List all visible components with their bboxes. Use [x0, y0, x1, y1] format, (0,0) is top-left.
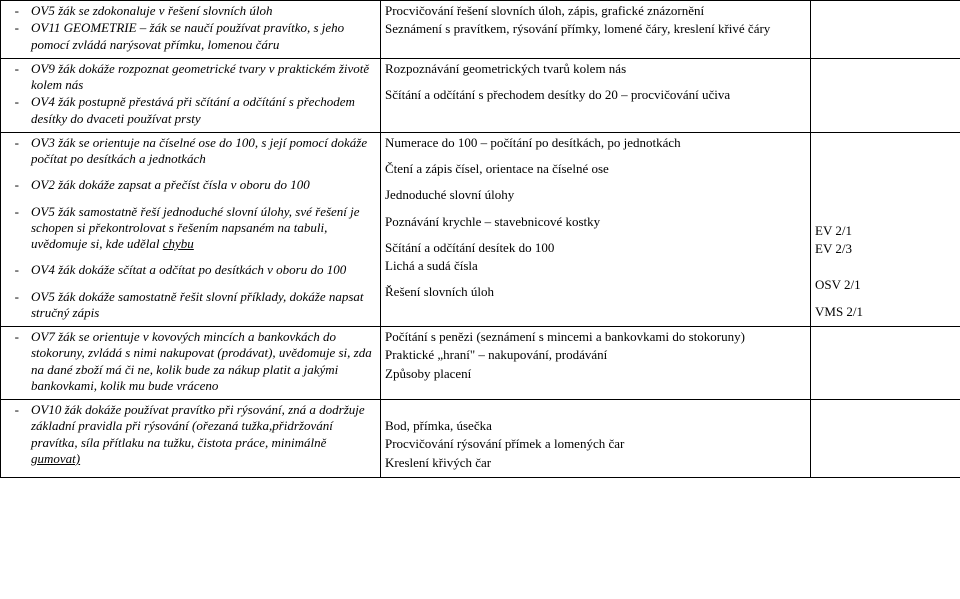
- content-text: Praktické „hraní" – nakupování, prodáván…: [385, 347, 806, 363]
- note-code: OSV 2/1: [815, 277, 956, 293]
- curriculum-table: OV5 žák se zdokonaluje v řešení slovních…: [0, 0, 960, 478]
- notes-cell: [811, 1, 960, 59]
- content-text: Lichá a sudá čísla: [385, 258, 806, 274]
- content-text: Procvičování řešení slovních úloh, zápis…: [385, 3, 806, 19]
- outcome-text: OV3 žák se orientuje na číselné ose do 1…: [31, 135, 367, 166]
- content-text: Bod, přímka, úsečka: [385, 418, 806, 434]
- table-row: OV3 žák se orientuje na číselné ose do 1…: [1, 132, 960, 326]
- content-cell: Numerace do 100 – počítání po desítkách,…: [381, 132, 811, 326]
- outcome-text: OV4 žák dokáže sčítat a odčítat po desít…: [31, 262, 346, 277]
- content-cell: Bod, přímka, úsečka Procvičování rýsován…: [381, 400, 811, 478]
- outcome-text: OV2 žák dokáže zapsat a přečíst čísla v …: [31, 177, 310, 192]
- content-text: Čtení a zápis čísel, orientace na číseln…: [385, 161, 806, 177]
- content-text: Sčítání a odčítání s přechodem desítky d…: [385, 87, 806, 103]
- content-text: Počítání s penězi (seznámení s mincemi a…: [385, 329, 806, 345]
- note-code: EV 2/1: [815, 223, 956, 239]
- notes-cell: EV 2/1 EV 2/3 OSV 2/1 VMS 2/1: [811, 132, 960, 326]
- content-text: Poznávání krychle – stavebnicové kostky: [385, 214, 806, 230]
- table-row: OV7 žák se orientuje v kovových mincích …: [1, 327, 960, 400]
- outcome-text: OV11 GEOMETRIE – žák se naučí používat p…: [31, 20, 344, 51]
- outcome-text: OV10 žák dokáže používat pravítko při rý…: [31, 402, 365, 466]
- content-text: Jednoduché slovní úlohy: [385, 187, 806, 203]
- outcome-text: OV5 žák samostatně řeší jednoduché slovn…: [31, 204, 360, 252]
- content-text: Způsoby placení: [385, 366, 806, 382]
- content-text: Procvičování rýsování přímek a lomených …: [385, 436, 806, 452]
- table-row: OV9 žák dokáže rozpoznat geometrické tva…: [1, 58, 960, 132]
- content-text: Kreslení křivých čar: [385, 455, 806, 471]
- outcome-text: OV7 žák se orientuje v kovových mincích …: [31, 329, 372, 393]
- table-row: OV5 žák se zdokonaluje v řešení slovních…: [1, 1, 960, 59]
- outcomes-cell: OV7 žák se orientuje v kovových mincích …: [1, 327, 381, 400]
- note-code: VMS 2/1: [815, 304, 956, 320]
- outcome-text: OV5 žák dokáže samostatně řešit slovní p…: [31, 289, 364, 320]
- notes-cell: [811, 327, 960, 400]
- outcome-text: OV4 žák postupně přestává při sčítání a …: [31, 94, 355, 125]
- table-row: OV10 žák dokáže používat pravítko při rý…: [1, 400, 960, 478]
- outcomes-cell: OV9 žák dokáže rozpoznat geometrické tva…: [1, 58, 381, 132]
- notes-cell: [811, 58, 960, 132]
- outcome-text: OV5 žák se zdokonaluje v řešení slovních…: [31, 3, 273, 18]
- content-text: Seznámení s pravítkem, rýsování přímky, …: [385, 21, 806, 37]
- note-code: EV 2/3: [815, 241, 956, 257]
- content-text: Rozpoznávání geometrických tvarů kolem n…: [385, 61, 806, 77]
- content-cell: Rozpoznávání geometrických tvarů kolem n…: [381, 58, 811, 132]
- content-cell: Procvičování řešení slovních úloh, zápis…: [381, 1, 811, 59]
- outcomes-cell: OV3 žák se orientuje na číselné ose do 1…: [1, 132, 381, 326]
- outcome-text: OV9 žák dokáže rozpoznat geometrické tva…: [31, 61, 369, 92]
- outcomes-cell: OV10 žák dokáže používat pravítko při rý…: [1, 400, 381, 478]
- content-text: Řešení slovních úloh: [385, 284, 806, 300]
- content-cell: Počítání s penězi (seznámení s mincemi a…: [381, 327, 811, 400]
- content-text: Numerace do 100 – počítání po desítkách,…: [385, 135, 806, 151]
- outcomes-cell: OV5 žák se zdokonaluje v řešení slovních…: [1, 1, 381, 59]
- notes-cell: [811, 400, 960, 478]
- content-text: Sčítání a odčítání desítek do 100: [385, 240, 806, 256]
